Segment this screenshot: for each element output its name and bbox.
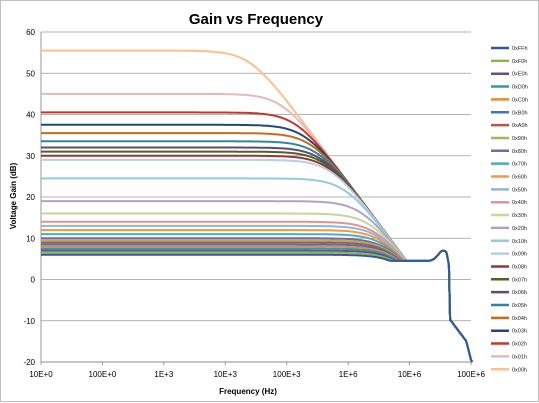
x-tick-label: 100E+0 <box>89 370 117 379</box>
legend-entry: 0x04h <box>512 316 527 322</box>
legend-entry: 0x02h <box>512 342 527 348</box>
legend-entry: 0x70h <box>512 162 527 168</box>
series-line <box>41 247 474 363</box>
legend-entry: 0x07h <box>512 277 527 283</box>
legend-entry: 0xC0h <box>512 97 528 103</box>
series-line <box>41 249 474 363</box>
series-line <box>41 177 474 363</box>
series-line <box>41 132 474 363</box>
y-tick-label: -20 <box>23 358 35 367</box>
x-tick-label: 10E+0 <box>29 370 53 379</box>
legend-entry: 0x60h <box>512 175 527 181</box>
series-line <box>41 245 474 363</box>
y-tick-label: 40 <box>26 111 35 120</box>
legend-entry: 0x06h <box>512 290 527 296</box>
y-tick-label: 60 <box>26 28 35 37</box>
legend-entry: 0x01h <box>512 354 527 360</box>
legend-entry: 0x08h <box>512 264 527 270</box>
legend-entry: 0xE0h <box>512 72 528 78</box>
x-tick-label: 1E+3 <box>154 370 173 379</box>
y-tick-label: 10 <box>26 234 35 243</box>
legend-entry: 0x00h <box>512 367 527 373</box>
legend-entry: 0xB0h <box>512 110 528 116</box>
series-line <box>41 237 474 363</box>
legend-entry: 0x30h <box>512 213 527 219</box>
y-tick-label: 20 <box>26 193 35 202</box>
series-lines <box>41 49 474 363</box>
series-line <box>41 111 474 363</box>
x-axis-title: Frequency (Hz) <box>219 387 277 396</box>
y-tick-label: 0 <box>31 276 36 285</box>
x-tick-label: 1E+6 <box>339 370 358 379</box>
series-line <box>41 140 474 363</box>
y-tick-label: 30 <box>26 152 35 161</box>
x-tick-label: 100E+3 <box>273 370 301 379</box>
legend-entry: 0xFFh <box>512 46 528 52</box>
series-line <box>41 150 474 363</box>
y-tick-labels: -20 -10 0 10 20 30 40 50 60 <box>23 28 35 367</box>
legend-entry: 0x50h <box>512 187 527 193</box>
x-tick-label: 100E+6 <box>457 370 485 379</box>
legend-entry: 0x03h <box>512 329 527 335</box>
legend-entry: 0x10h <box>512 239 527 245</box>
legend-entry: 0x20h <box>512 226 527 232</box>
legend-entry: 0x90h <box>512 136 527 142</box>
legend-entry: 0x40h <box>512 200 527 206</box>
series-line <box>41 239 474 363</box>
grid <box>41 31 471 363</box>
plot-area <box>40 32 472 365</box>
y-axis-title: Voltage Gain (dB) <box>9 162 18 229</box>
series-line <box>41 249 474 363</box>
legend-entry: 0x80h <box>512 149 527 155</box>
x-tick-label: 10E+6 <box>398 370 422 379</box>
series-line <box>41 212 474 363</box>
legend-entry: 0xD0h <box>512 85 528 91</box>
x-tick-label: 10E+3 <box>214 370 238 379</box>
y-tick-label: -10 <box>23 317 35 326</box>
legend: 0xFFh 0xF0h 0xE0h 0xD0h 0xC0h 0xB0h 0xA0h 0x90h… <box>491 46 528 373</box>
chart-title: Gain vs Frequency <box>189 11 324 28</box>
legend-entry: 0x05h <box>512 303 527 309</box>
y-tick-label: 50 <box>26 69 35 78</box>
series-line <box>41 154 474 363</box>
legend-entry: 0x09h <box>512 252 527 258</box>
legend-entry: 0xA0h <box>512 123 528 129</box>
x-tick-labels: 10E+0 100E+0 1E+3 10E+3 100E+3 1E+6 10E+6 100E+… <box>29 370 485 379</box>
series-line <box>41 243 474 363</box>
series-line <box>41 249 474 363</box>
legend-entry: 0xF0h <box>512 59 527 65</box>
